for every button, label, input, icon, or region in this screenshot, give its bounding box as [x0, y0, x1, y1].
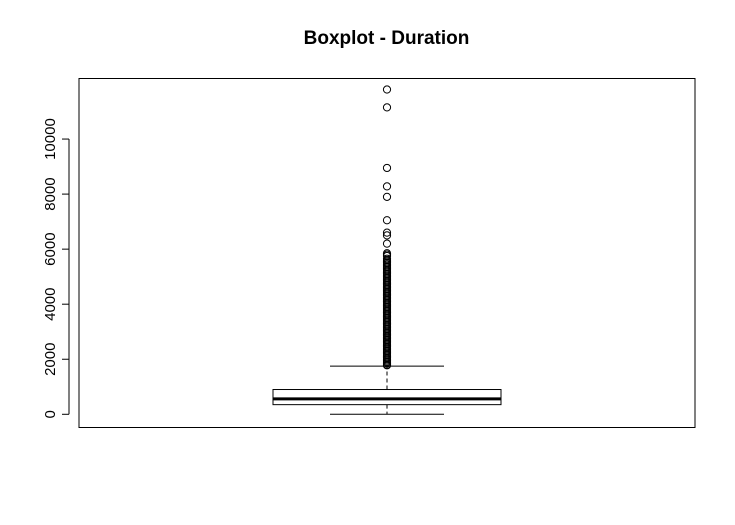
y-tick-label: 6000	[42, 232, 59, 265]
outlier-point	[382, 192, 392, 201]
outlier-point	[382, 182, 392, 191]
outlier-point	[382, 239, 392, 248]
outlier-point	[382, 228, 392, 237]
outlier-point	[382, 231, 392, 240]
box-group	[272, 365, 502, 415]
y-tick-label: 8000	[42, 177, 59, 210]
chart-title: Boxplot - Duration	[303, 28, 470, 49]
y-tick-label: 2000	[42, 343, 59, 376]
outlier-point	[382, 216, 392, 225]
outlier-point	[382, 163, 392, 173]
y-axis: 0 2000 4000 6000 8000 10000	[42, 118, 70, 418]
outlier-point	[382, 85, 392, 94]
y-tick-label: 10000	[42, 118, 59, 160]
outlier-points	[382, 85, 392, 370]
outlier-point	[382, 103, 392, 112]
plot-frame	[78, 78, 696, 428]
box-iqr	[272, 389, 502, 406]
y-tick-label: 0	[42, 410, 59, 418]
outlier-point	[382, 361, 392, 370]
y-tick-label: 4000	[42, 288, 59, 321]
